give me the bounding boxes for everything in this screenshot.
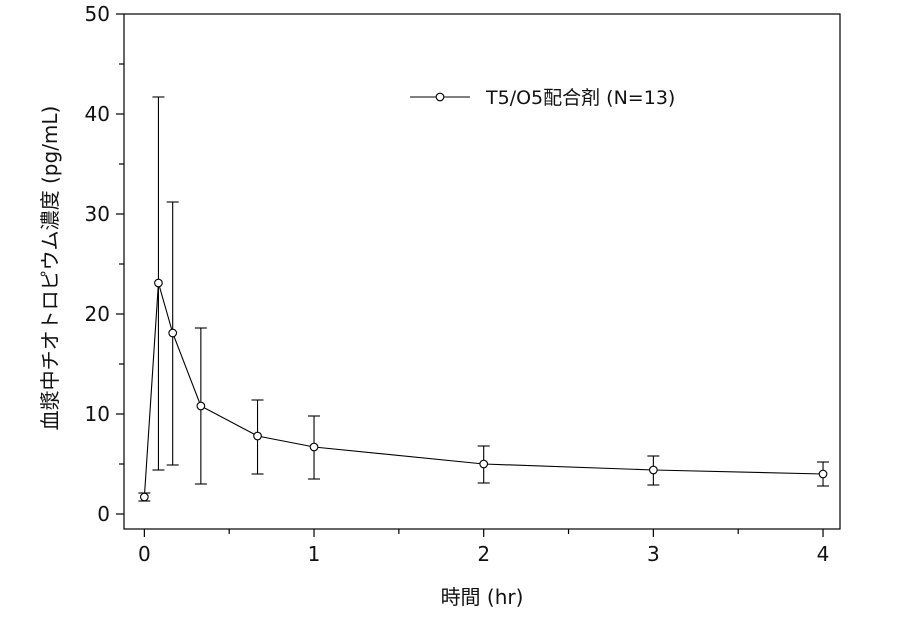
data-point [309,442,319,452]
data-point [140,492,149,502]
x-tick-label: 4 [817,542,830,566]
data-point [196,401,206,411]
plot-frame [123,13,841,530]
series-markers [140,278,828,502]
y-tick-label: 40 [85,102,110,126]
data-point [154,278,163,288]
legend: T5/O5配合剤 (N=13) [410,87,675,109]
x-tick-label: 0 [138,542,151,566]
data-point [649,465,658,475]
y-tick-label: 20 [85,302,110,326]
x-tick-label: 1 [308,542,321,566]
legend-label: T5/O5配合剤 (N=13) [485,87,675,109]
y-tick-label: 10 [85,402,110,426]
x-axis-label: 時間 (hr) [441,585,524,609]
data-point [168,328,178,338]
y-axis-label: 血漿中チオトロピウム濃度 (pg/mL) [38,106,62,431]
data-point [818,469,828,479]
x-tick-label: 3 [647,542,660,566]
data-point [253,431,262,441]
error-bars [138,96,830,502]
y-tick-label: 0 [97,502,110,526]
data-point [479,459,489,469]
axes [123,13,841,530]
legend-marker [435,92,445,102]
ticks: 0 10 20 30 40 50 0 1 2 3 4 [85,2,830,566]
y-tick-label: 50 [85,2,110,26]
y-tick-label: 30 [85,202,110,226]
x-tick-label: 2 [477,542,490,566]
